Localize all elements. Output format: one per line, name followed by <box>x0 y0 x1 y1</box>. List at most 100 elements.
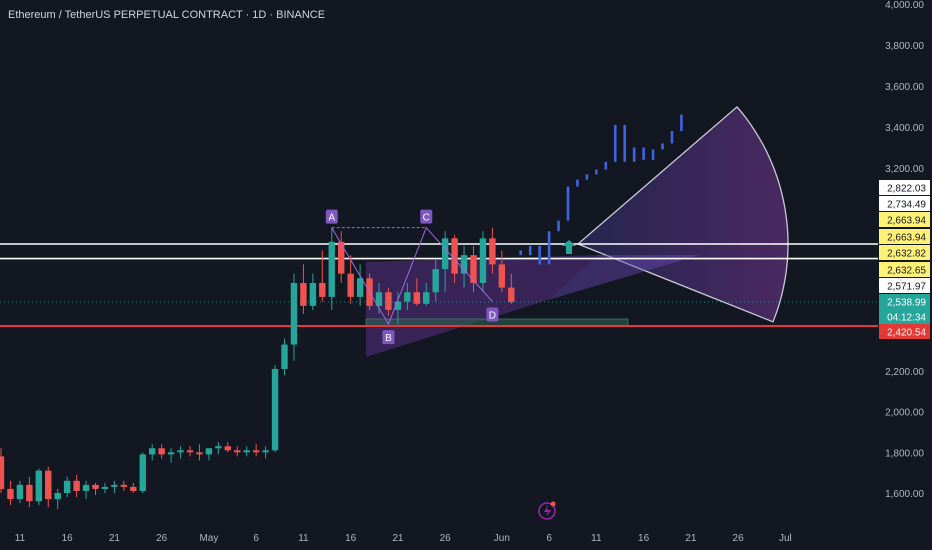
candle-body-16 <box>149 448 156 455</box>
point-label-bg-C <box>420 209 433 224</box>
price-axis[interactable]: 4,000.00 3,800.00 3,600.00 3,400.00 3,200.00… <box>885 0 924 500</box>
projection-bar-5 <box>566 186 570 221</box>
projection-bars <box>519 114 683 265</box>
candle-body-44 <box>413 292 420 304</box>
candle-body-40 <box>375 292 383 306</box>
candle-body-28 <box>262 450 269 453</box>
point-label-bg-D <box>486 307 499 322</box>
pattern-extension <box>548 255 700 300</box>
price-label-1: 2,734.49 <box>887 200 926 211</box>
projection-bar-12 <box>632 147 636 162</box>
x-tick-14: 21 <box>685 533 697 544</box>
projection-bar-2 <box>538 245 541 265</box>
time-axis[interactable]: 11 16 21 26 May 6 11 16 21 26 Jun 6 11 16 21 26 Jul <box>15 533 792 544</box>
price-label-3: 2,663.94 <box>887 233 926 244</box>
price-label-4: 2,632.82 <box>887 249 926 260</box>
candle-body-26 <box>243 450 250 453</box>
price-label-5: 2,632.65 <box>887 266 926 277</box>
price-label-bg-9 <box>879 324 930 339</box>
price-label-0: 2,822.03 <box>887 184 926 195</box>
y-tick-8: 1,600.00 <box>885 489 924 500</box>
y-tick-1: 3,800.00 <box>885 41 924 52</box>
price-label-8: 04:12:34 <box>887 313 926 324</box>
pattern-zigzag <box>331 226 493 326</box>
y-tick-2: 3,600.00 <box>885 82 924 93</box>
chart-title: Ethereum / TetherUS PERPETUAL CONTRACT ·… <box>8 9 326 21</box>
pattern-triangle <box>366 255 598 357</box>
x-tick-3: 26 <box>156 533 168 544</box>
projection-bar-7 <box>585 174 589 180</box>
price-label-bg-1 <box>879 196 930 211</box>
point-label-B: B <box>385 333 392 344</box>
price-label-2: 2,663.94 <box>887 216 926 227</box>
candle-body-29 <box>271 368 279 451</box>
candle-body-22 <box>205 448 213 455</box>
candle-body-38 <box>356 278 364 297</box>
projection-bar-14 <box>651 149 655 160</box>
candle-body-36 <box>338 241 345 274</box>
projection-bar-10 <box>613 124 617 162</box>
point-label-bg-A <box>325 209 338 224</box>
projection-bar-0 <box>519 250 523 256</box>
price-label-bg-4 <box>879 245 930 260</box>
candle-body-9 <box>82 484 90 491</box>
candle-body-18 <box>167 452 175 455</box>
price-label-bg-7 <box>879 294 930 309</box>
candle-body-27 <box>252 450 260 453</box>
projection-bar-6 <box>576 179 579 187</box>
projection-bar-3 <box>547 231 551 265</box>
candle-body-35 <box>328 241 335 297</box>
candle-body-43 <box>404 292 411 302</box>
event-icon <box>538 502 556 520</box>
lightning-icon <box>544 505 551 517</box>
horizontal-lines <box>0 243 878 327</box>
candle-body-30 <box>281 344 288 369</box>
up-arrow-icon <box>562 240 576 254</box>
candle-body-2 <box>16 484 24 500</box>
y-tick-0: 4,000.00 <box>885 0 924 11</box>
candle-body-50 <box>470 255 477 283</box>
projection-bar-9 <box>604 161 608 170</box>
point-label-A: A <box>328 213 335 224</box>
price-label-7: 2,538.99 <box>887 298 926 309</box>
point-label-bg-B <box>382 330 395 345</box>
candle-body-17 <box>158 448 165 455</box>
price-label-bg-0 <box>879 180 930 195</box>
candle-body-53 <box>498 264 506 288</box>
candle-body-12 <box>111 484 118 487</box>
x-tick-15: 26 <box>733 533 745 544</box>
candle-body-19 <box>177 450 184 453</box>
candle-body-24 <box>224 446 231 451</box>
x-tick-4: May <box>199 533 218 544</box>
y-tick-5: 2,200.00 <box>885 367 924 378</box>
candle-body-7 <box>63 480 71 493</box>
event-dot <box>550 501 556 507</box>
point-label-C: C <box>423 213 430 224</box>
projection-bar-13 <box>642 147 645 160</box>
price-labels: 2,822.03 2,734.49 2,663.94 2,663.94 2,632.82… <box>879 180 930 339</box>
candle-body-3 <box>26 484 33 502</box>
candle-body-14 <box>130 486 137 491</box>
x-tick-10: Jun <box>494 533 510 544</box>
price-label-bg-6 <box>879 278 930 293</box>
projection-bar-8 <box>595 169 598 175</box>
projection-bar-15 <box>661 143 664 150</box>
fan-sector <box>576 105 789 323</box>
projection-bar-1 <box>528 245 532 256</box>
projection-bar-11 <box>623 124 626 162</box>
candle-body-23 <box>215 446 222 449</box>
candle-body-20 <box>186 450 194 453</box>
y-tick-3: 3,400.00 <box>885 123 924 134</box>
candle-body-49 <box>460 255 468 274</box>
price-label-bg-3 <box>879 229 930 244</box>
pattern-points: A B C D <box>325 209 499 345</box>
price-label-9: 2,420.54 <box>887 328 926 339</box>
candle-body-10 <box>92 484 99 489</box>
projection-bar-4 <box>557 220 560 232</box>
candle-body-31 <box>290 282 298 345</box>
x-tick-13: 16 <box>638 533 650 544</box>
events-icon[interactable] <box>538 501 556 520</box>
x-tick-8: 21 <box>392 533 404 544</box>
price-label-bg-2 <box>879 212 930 227</box>
